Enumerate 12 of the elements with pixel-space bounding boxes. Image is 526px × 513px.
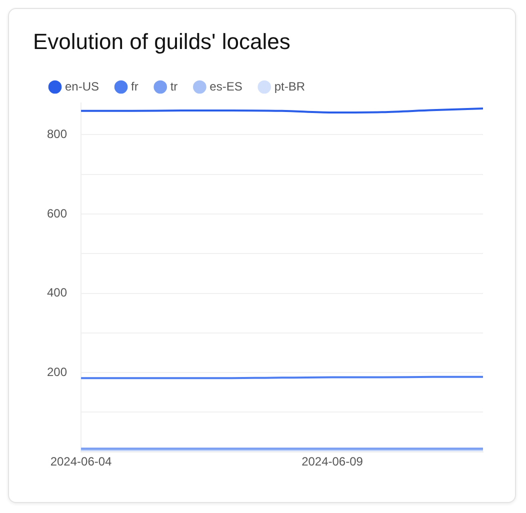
legend-label: en-US <box>65 79 100 94</box>
legend-label: fr <box>131 79 138 94</box>
x-tick-label: 2024-06-04 <box>50 454 112 468</box>
legend-label: pt-BR <box>274 79 306 94</box>
legend-label: es-ES <box>210 79 242 94</box>
y-tick-label: 800 <box>46 127 68 142</box>
x-tick-label: 2024-06-09 <box>302 454 364 468</box>
y-tick-label: 600 <box>46 206 68 220</box>
chart-title: Evolution of guilds' locales <box>33 29 292 55</box>
y-tick-label: 400 <box>46 286 68 300</box>
legend-label: tr <box>170 79 178 94</box>
y-tick-label: 200 <box>46 364 68 379</box>
